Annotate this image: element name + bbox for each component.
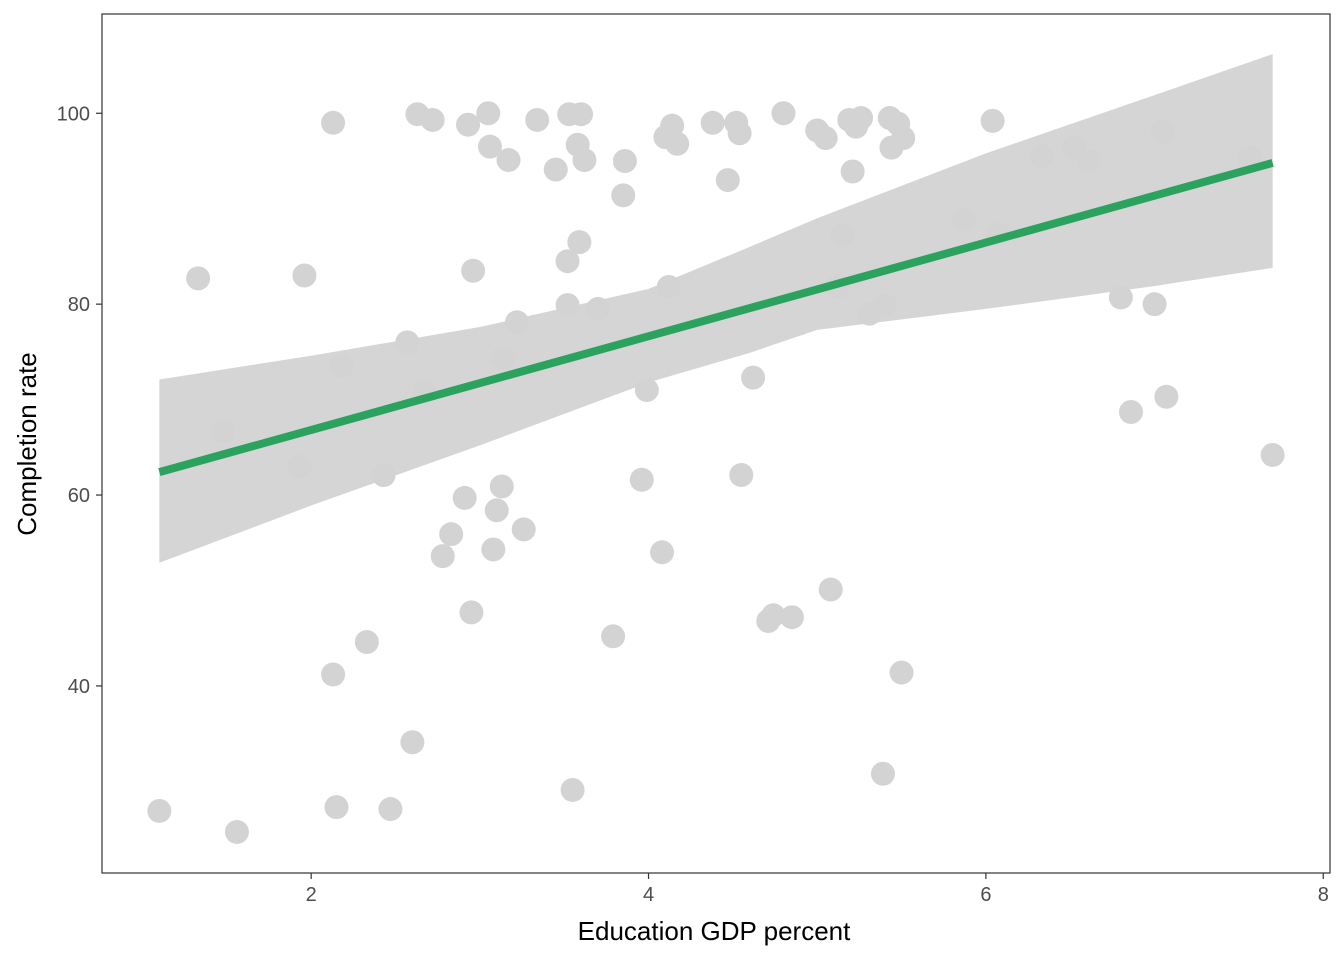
x-tick-label: 4 xyxy=(643,884,654,906)
data-point xyxy=(771,101,796,126)
data-point xyxy=(476,101,501,126)
data-point xyxy=(395,330,420,355)
data-point xyxy=(741,365,766,390)
data-point xyxy=(491,345,516,370)
data-point xyxy=(813,126,838,151)
data-point xyxy=(1154,384,1179,409)
data-point xyxy=(287,454,312,479)
y-tick-label: 80 xyxy=(68,294,90,316)
data-point xyxy=(818,577,843,602)
y-tick-label: 60 xyxy=(68,485,90,507)
data-point xyxy=(555,293,580,318)
data-point xyxy=(1260,442,1285,467)
data-point xyxy=(585,296,610,321)
y-axis: 40 60 80 100 xyxy=(57,103,102,698)
data-point xyxy=(634,378,659,403)
data-point xyxy=(656,274,681,299)
data-point xyxy=(224,819,249,844)
data-point xyxy=(665,131,690,156)
data-point xyxy=(378,797,403,822)
data-point xyxy=(700,110,725,135)
confidence-band-layer xyxy=(159,54,1273,563)
data-point xyxy=(569,102,594,127)
data-point xyxy=(715,168,740,193)
data-point xyxy=(525,107,550,132)
data-point xyxy=(430,544,455,569)
data-point xyxy=(1118,400,1143,425)
data-point xyxy=(456,112,481,137)
y-axis-title: Completion rate xyxy=(12,352,42,536)
data-point xyxy=(870,761,895,786)
data-point xyxy=(729,462,754,487)
data-point xyxy=(400,730,425,755)
data-point xyxy=(292,263,317,288)
data-point xyxy=(650,540,675,565)
plot-panel-frame xyxy=(101,13,1331,874)
data-point xyxy=(951,207,976,232)
data-point xyxy=(872,293,897,318)
data-point xyxy=(611,183,636,208)
data-point xyxy=(1151,119,1176,144)
data-point xyxy=(560,777,585,802)
data-point xyxy=(496,148,521,173)
data-point xyxy=(324,795,349,820)
y-tick-label: 40 xyxy=(68,676,90,698)
data-point xyxy=(840,159,865,184)
data-point xyxy=(452,485,477,510)
data-point xyxy=(612,148,637,173)
x-axis-title: Education GDP percent xyxy=(578,916,851,946)
data-point xyxy=(1142,292,1167,317)
confidence-band xyxy=(159,54,1273,563)
x-tick-label: 8 xyxy=(1318,884,1329,906)
data-point xyxy=(1029,144,1054,169)
data-point xyxy=(484,498,509,523)
fit-line xyxy=(158,159,1274,476)
data-point xyxy=(1076,148,1101,173)
data-point xyxy=(727,121,752,146)
data-point xyxy=(211,419,236,444)
data-point xyxy=(567,230,592,255)
data-point xyxy=(849,106,874,131)
x-axis: 2 4 6 8 xyxy=(306,873,1329,906)
data-point xyxy=(511,517,536,542)
data-point xyxy=(660,113,685,138)
data-point xyxy=(555,249,580,274)
data-point xyxy=(761,603,786,628)
data-point xyxy=(329,354,354,379)
data-points-layer xyxy=(147,101,1285,844)
data-point xyxy=(489,474,514,499)
data-point xyxy=(461,258,486,283)
data-point xyxy=(371,462,396,487)
data-point xyxy=(830,223,855,248)
x-tick-label: 2 xyxy=(306,884,317,906)
y-tick-label: 100 xyxy=(57,103,90,125)
data-point xyxy=(629,467,654,492)
x-tick-label: 6 xyxy=(980,884,991,906)
data-point xyxy=(891,126,916,151)
data-point xyxy=(459,600,484,625)
data-point xyxy=(504,310,529,335)
data-point xyxy=(980,108,1005,133)
data-point xyxy=(1237,145,1262,170)
data-point xyxy=(572,148,597,173)
data-point xyxy=(601,624,626,649)
data-point xyxy=(779,605,804,630)
data-point xyxy=(477,134,502,159)
data-point xyxy=(186,266,211,291)
data-point xyxy=(321,110,346,135)
data-point xyxy=(321,662,346,687)
data-point xyxy=(543,157,568,182)
data-point xyxy=(354,630,379,655)
data-point xyxy=(481,537,506,562)
data-point xyxy=(147,798,172,823)
data-point xyxy=(439,522,464,547)
data-point xyxy=(420,107,445,132)
data-point xyxy=(889,660,914,685)
fit-line-layer xyxy=(158,159,1274,476)
data-point xyxy=(1108,285,1133,310)
